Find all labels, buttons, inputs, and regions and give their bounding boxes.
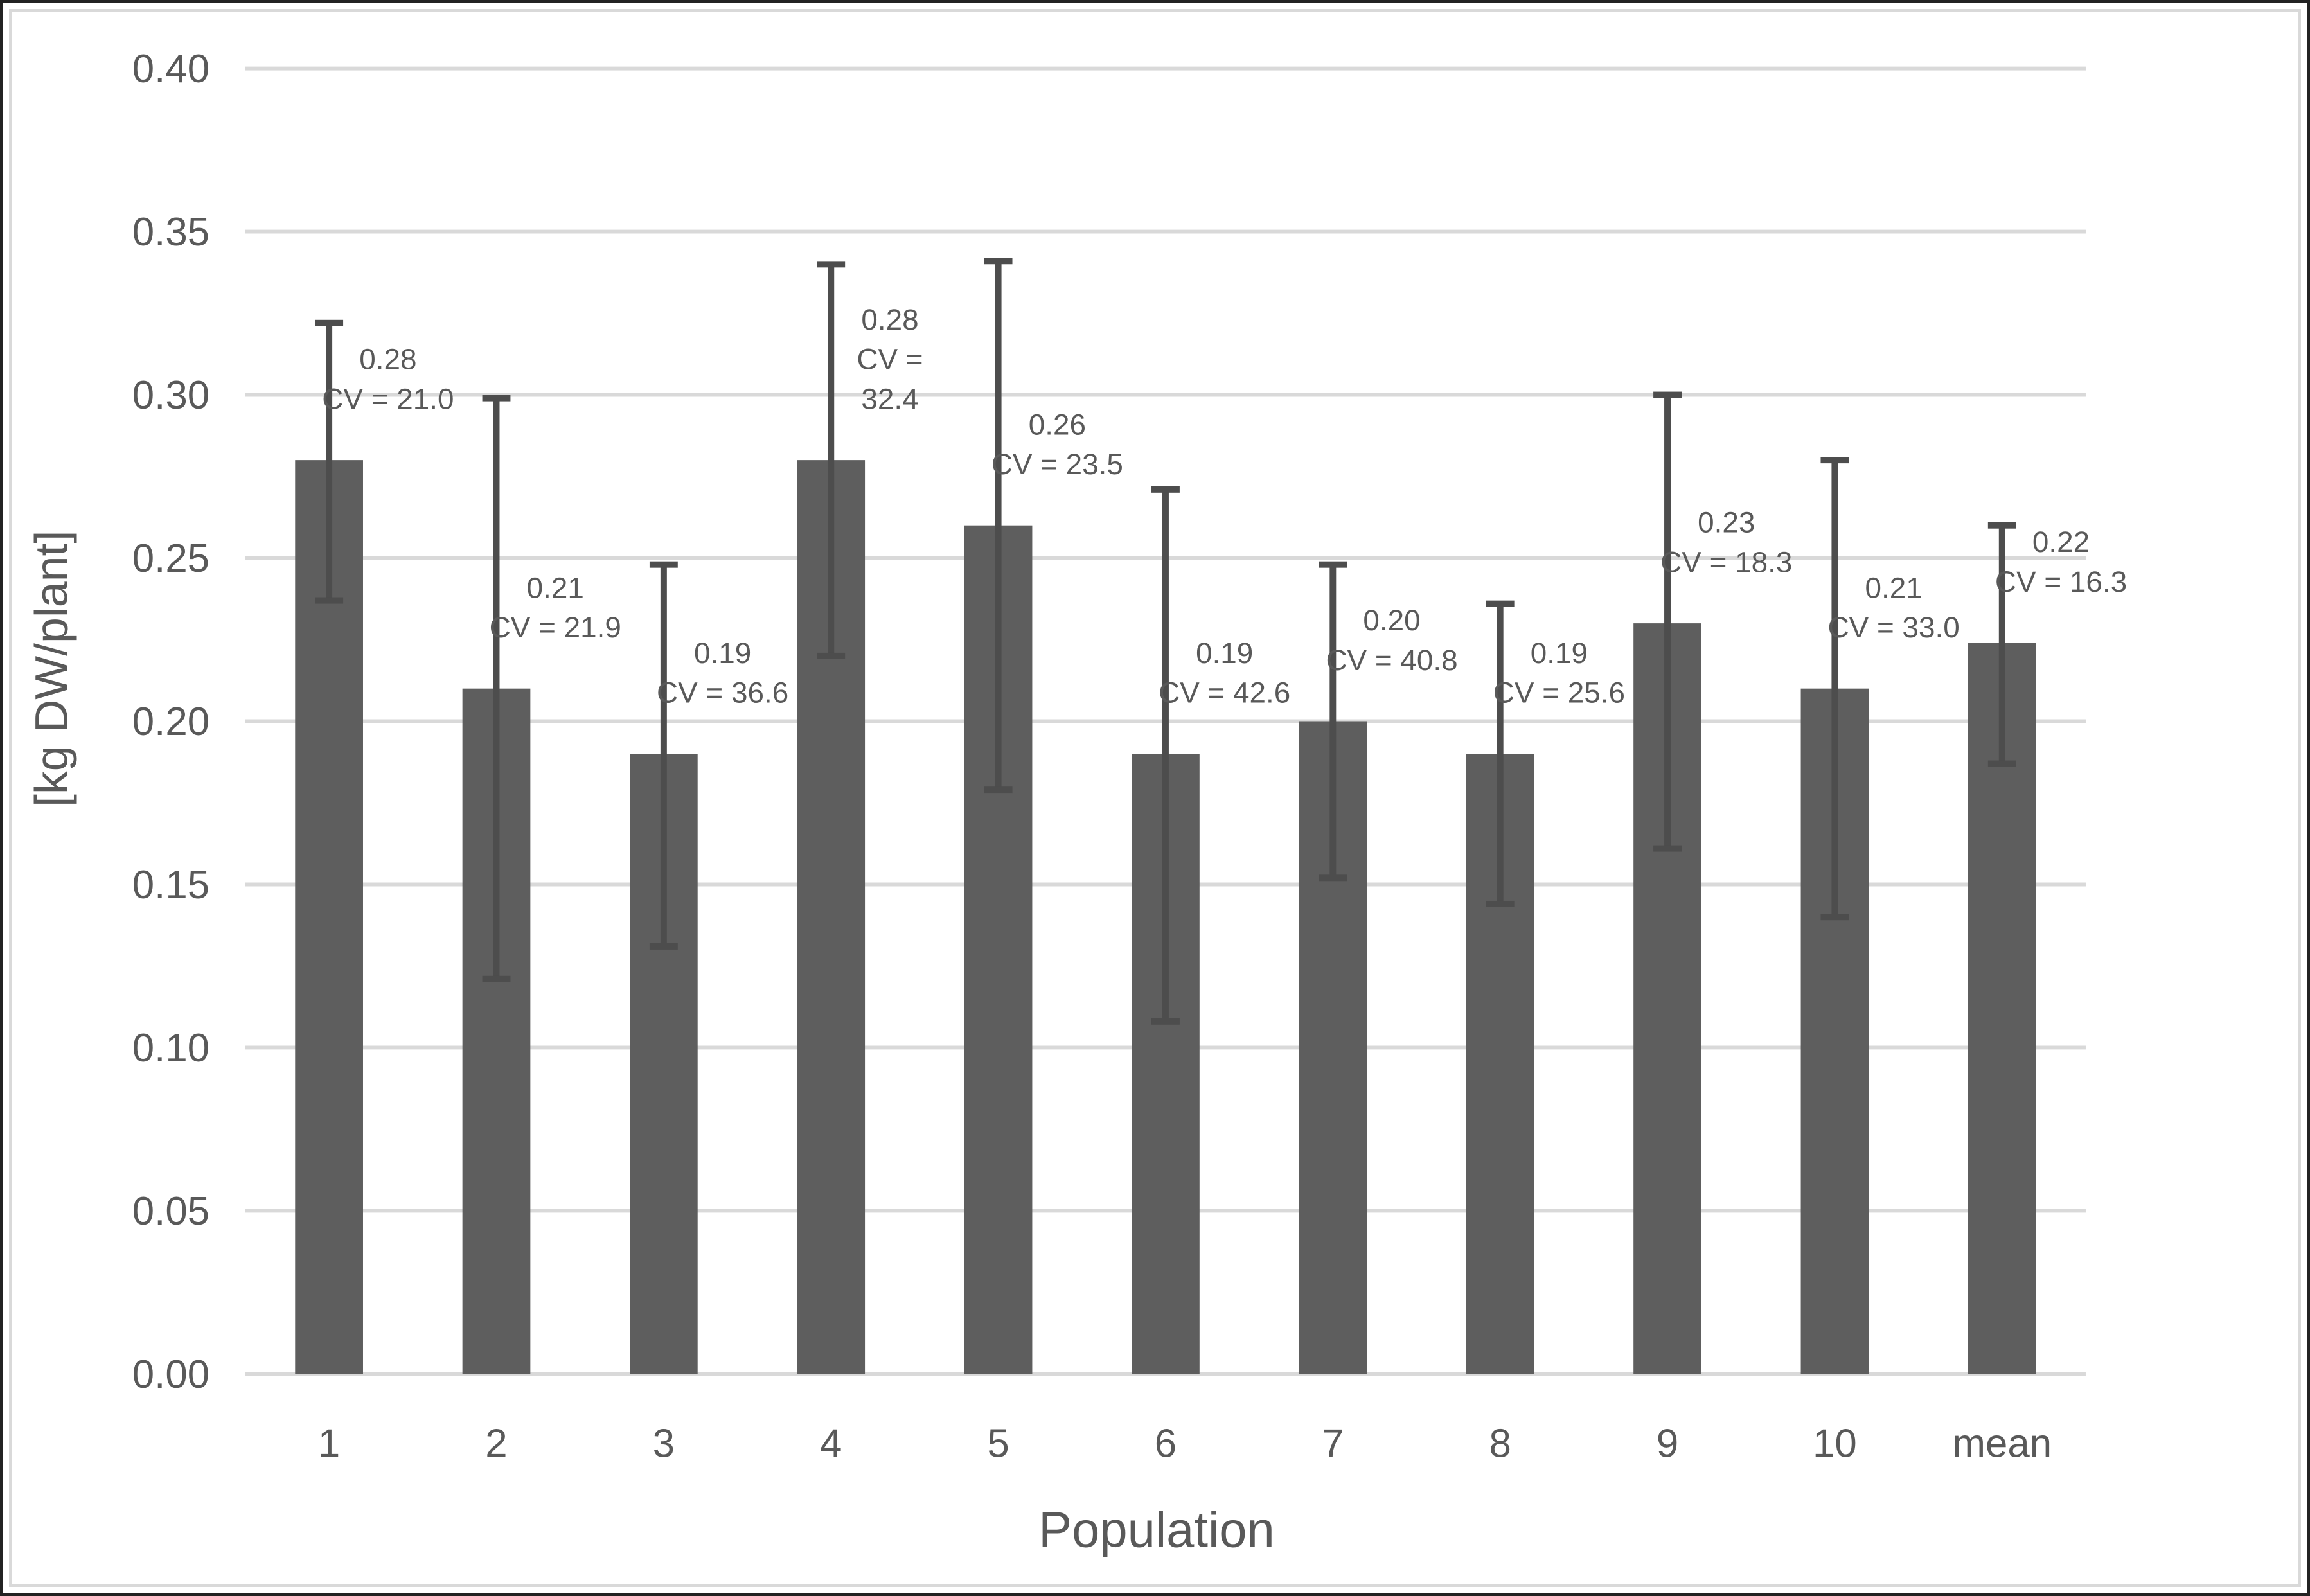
error-bar-cap-bottom bbox=[1820, 914, 1849, 921]
cv-label: CV = 40.8 bbox=[1326, 644, 1457, 677]
value-label: 0.28 bbox=[861, 303, 918, 336]
x-tick-label: 3 bbox=[653, 1422, 675, 1466]
error-bar-cap-top bbox=[482, 395, 511, 402]
x-tick-label: 10 bbox=[1813, 1422, 1857, 1466]
error-bar-cap-bottom bbox=[1987, 760, 2016, 767]
error-bar-cap-top bbox=[817, 261, 846, 268]
error-bar-cap-top bbox=[1151, 486, 1180, 493]
y-axis-title: [kg DW/plant] bbox=[26, 531, 78, 807]
x-tick-label: 9 bbox=[1657, 1422, 1678, 1466]
y-tick-label: 0.10 bbox=[132, 1026, 209, 1070]
y-tick-label: 0.05 bbox=[132, 1189, 209, 1234]
value-label: 0.26 bbox=[1029, 408, 1086, 441]
value-label: 0.19 bbox=[1196, 637, 1253, 669]
x-axis-title: Population bbox=[1038, 1502, 1275, 1557]
cv-label: CV = 21.9 bbox=[490, 611, 621, 644]
error-bar-cap-top bbox=[1486, 600, 1515, 607]
x-tick-label: 2 bbox=[485, 1422, 507, 1466]
value-label: 0.22 bbox=[2032, 526, 2090, 558]
value-label: 0.21 bbox=[1865, 571, 1923, 604]
error-bar-cap-top bbox=[984, 258, 1013, 265]
value-label: 0.19 bbox=[1531, 637, 1588, 669]
cv-label: 32.4 bbox=[861, 382, 918, 415]
y-tick-label: 0.30 bbox=[132, 373, 209, 418]
value-label: 0.19 bbox=[694, 637, 751, 669]
bar bbox=[295, 460, 363, 1374]
label-layer: 0.00 0.05 0.10 0.15 0.20 0.25 0.30 0.35 0.40 0.28… bbox=[132, 47, 2127, 1466]
x-tick-label: 5 bbox=[987, 1422, 1009, 1466]
error-bar-cap-bottom bbox=[649, 943, 678, 950]
error-bar-cap-bottom bbox=[984, 786, 1013, 794]
y-tick-label: 0.40 bbox=[132, 47, 209, 91]
y-tick-label: 0.20 bbox=[132, 700, 209, 744]
x-tick-label: 1 bbox=[318, 1422, 340, 1466]
x-tick-label: mean bbox=[1952, 1422, 2052, 1466]
error-bar-cap-bottom bbox=[817, 652, 846, 659]
error-bar-cap-bottom bbox=[1319, 874, 1347, 882]
y-tick-label: 0.25 bbox=[132, 536, 209, 581]
x-tick-label: 6 bbox=[1155, 1422, 1177, 1466]
y-tick-label: 0.35 bbox=[132, 210, 209, 254]
error-bar-cap-bottom bbox=[1486, 900, 1515, 907]
error-bar-cap-bottom bbox=[482, 975, 511, 982]
error-bar-cap-bottom bbox=[1653, 845, 1682, 852]
x-tick-label: 7 bbox=[1322, 1422, 1344, 1466]
error-bar-cap-top bbox=[1653, 391, 1682, 398]
cv-label: CV = 23.5 bbox=[991, 448, 1123, 481]
cv-label: CV = 16.3 bbox=[1995, 565, 2127, 598]
y-tick-label: 0.15 bbox=[132, 863, 209, 907]
value-label: 0.23 bbox=[1698, 506, 1755, 539]
error-bar-cap-top bbox=[315, 319, 344, 326]
cv-label: CV = 25.6 bbox=[1493, 677, 1625, 709]
x-tick-label: 4 bbox=[820, 1422, 842, 1466]
error-bar-layer bbox=[315, 258, 2016, 1025]
cv-label: CV = 42.6 bbox=[1159, 677, 1290, 709]
error-bar-cap-top bbox=[649, 561, 678, 568]
cv-label: CV = bbox=[857, 343, 923, 376]
value-label: 0.20 bbox=[1363, 604, 1420, 637]
cv-label: CV = 33.0 bbox=[1828, 611, 1960, 644]
error-bar-cap-top bbox=[1820, 457, 1849, 464]
error-bar-cap-top bbox=[1319, 561, 1347, 568]
x-tick-label: 8 bbox=[1489, 1422, 1511, 1466]
cv-label: CV = 18.3 bbox=[1660, 545, 1792, 578]
cv-label: CV = 21.0 bbox=[322, 382, 454, 415]
bar-chart: 0.00 0.05 0.10 0.15 0.20 0.25 0.30 0.35 0.40 0.28… bbox=[26, 47, 2127, 1557]
cv-label: CV = 36.6 bbox=[657, 677, 788, 709]
error-bar-cap-bottom bbox=[315, 597, 344, 604]
error-bar-cap-top bbox=[1987, 522, 2016, 529]
value-label: 0.28 bbox=[359, 343, 416, 376]
value-label: 0.21 bbox=[527, 571, 584, 604]
y-tick-label: 0.00 bbox=[132, 1352, 209, 1397]
error-bar-cap-bottom bbox=[1151, 1018, 1180, 1025]
